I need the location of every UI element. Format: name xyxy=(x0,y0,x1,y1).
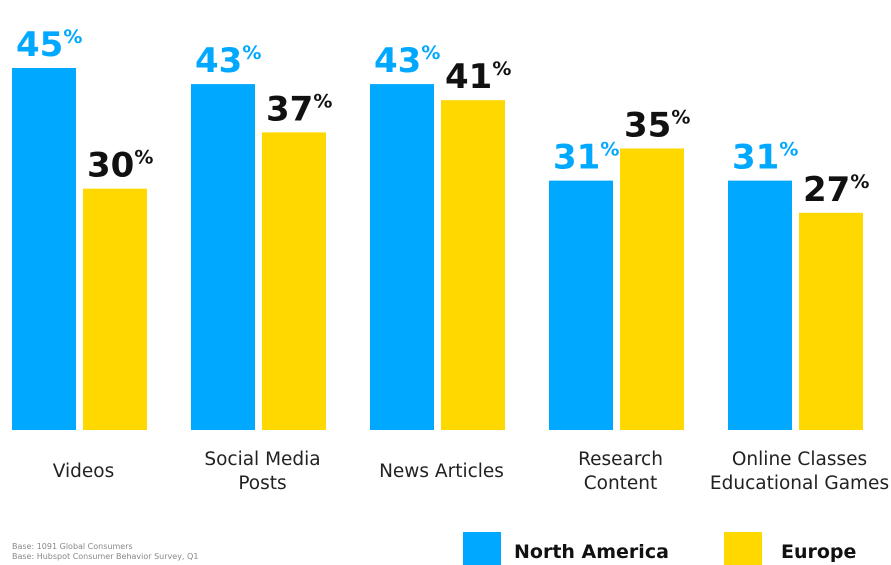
value-label-europe-3: 35% xyxy=(624,105,690,145)
legend-label-europe: Europe xyxy=(781,541,856,563)
bar-europe-4 xyxy=(799,212,863,430)
footnote-base-consumers: Base: 1091 Global Consumers xyxy=(12,542,133,551)
footnote-survey-source: Base: Hubspot Consumer Behavior Survey, … xyxy=(12,552,199,561)
bars-group xyxy=(12,68,863,430)
value-label-europe-0: 30% xyxy=(87,146,153,186)
legend-swatch-north-america xyxy=(463,532,501,565)
bar-north-america-4 xyxy=(728,180,792,430)
value-label-north-america-1: 43% xyxy=(195,41,261,81)
bar-europe-3 xyxy=(620,148,684,430)
value-label-north-america-0: 45% xyxy=(16,25,82,65)
category-label-1: Social Media Posts xyxy=(204,449,320,494)
value-label-europe-4: 27% xyxy=(803,170,869,210)
legend-swatch-europe xyxy=(724,532,762,565)
category-label-2: News Articles xyxy=(379,461,504,482)
legend: North America Europe xyxy=(463,532,856,565)
bar-north-america-3 xyxy=(549,180,613,430)
category-labels-group: Videos Social Media Posts News Articles Rese… xyxy=(53,449,889,494)
category-label-0: Videos xyxy=(53,461,114,482)
value-labels-group: 45%30%43%37%43%41%31%35%31%27% xyxy=(16,25,869,210)
category-label-3: Research Content xyxy=(578,449,663,494)
bar-north-america-2 xyxy=(370,84,434,430)
bar-europe-2 xyxy=(441,100,505,430)
bar-north-america-0 xyxy=(12,68,76,430)
category-label-4: Online Classes Educational Games xyxy=(710,449,889,494)
value-label-north-america-2: 43% xyxy=(374,41,440,81)
value-label-europe-1: 37% xyxy=(266,89,332,129)
bar-north-america-1 xyxy=(191,84,255,430)
bar-europe-1 xyxy=(262,132,326,430)
legend-label-north-america: North America xyxy=(514,541,669,563)
value-label-north-america-3: 31% xyxy=(553,138,619,178)
value-label-europe-2: 41% xyxy=(445,57,511,97)
value-label-north-america-4: 31% xyxy=(732,138,798,178)
bar-europe-0 xyxy=(83,188,147,430)
